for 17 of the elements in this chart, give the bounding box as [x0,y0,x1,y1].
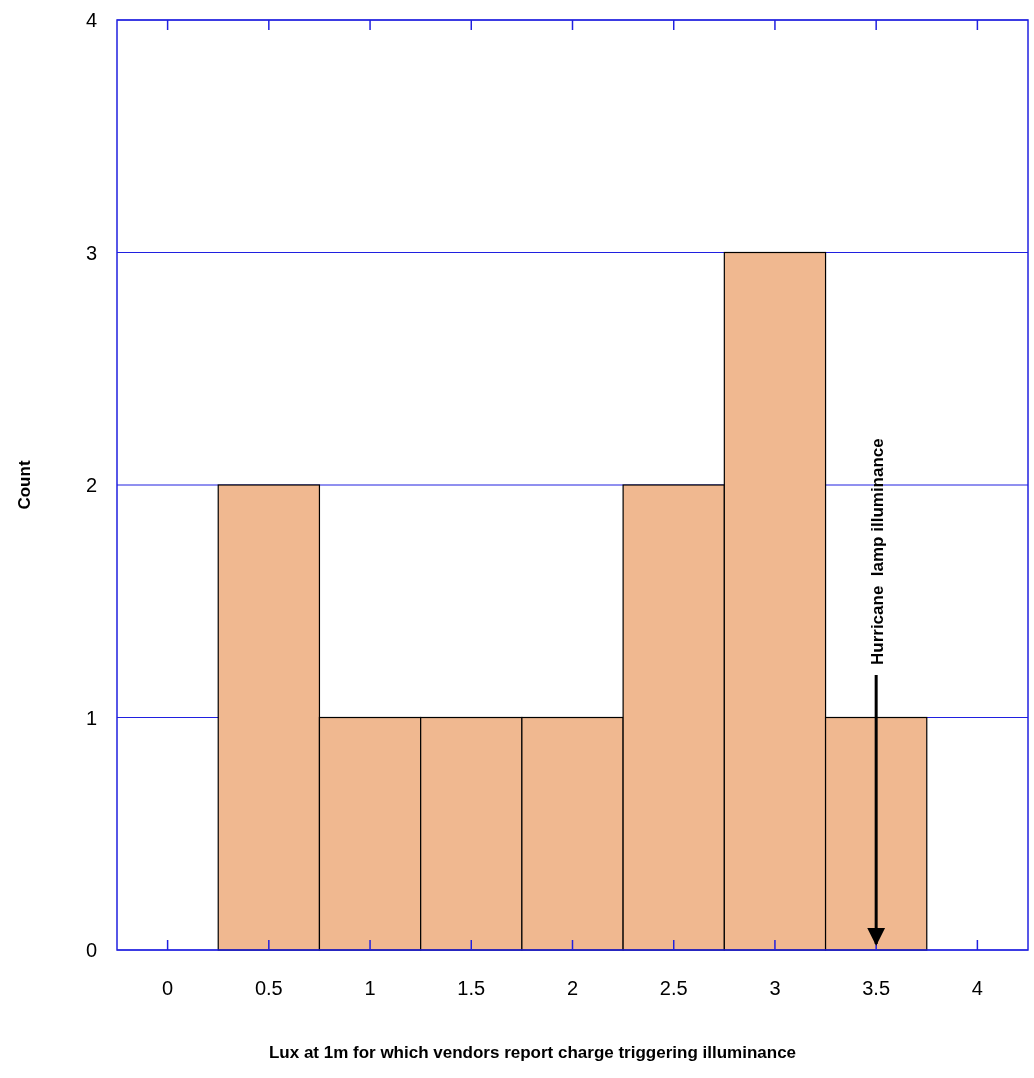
y-tick-label: 0 [85,939,97,961]
y-tick-label: 1 [85,706,97,729]
x-tick-label: 0 [162,977,174,999]
x-axis-title: Lux at 1m for which vendors report charge triggering illuminance [268,1043,797,1062]
x-tick-label: 3.5 [862,977,891,999]
y-tick-label: 2 [85,474,97,496]
x-tick-label: 3 [769,977,781,999]
x-tick-label: 1 [364,977,376,999]
x-tick-label: 4 [971,977,983,999]
x-tick-label: 1.5 [457,977,486,999]
x-tick-label: 2.5 [659,977,688,999]
y-axis-title: Count [15,460,34,510]
y-tick-label: 3 [85,241,97,264]
x-tick-label: 2 [566,977,579,999]
annotation: Hurricane lamp illuminance [868,438,888,665]
x-tick-label: 0.5 [254,977,283,999]
y-tick-label: 4 [85,9,97,31]
